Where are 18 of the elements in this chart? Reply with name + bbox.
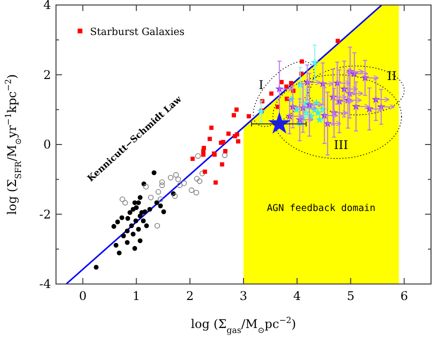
x-tick-label: 3 [240,289,248,303]
y-tick-label: 4 [43,0,52,12]
annotation: I [258,78,264,92]
x-tick-label: 2 [186,289,194,303]
annotation: III [334,138,348,152]
legend-label: Starburst Galaxies [90,27,185,38]
annotation: II [387,68,397,83]
x-tick-label: 6 [400,289,408,303]
x-axis-title: log (Σ$_{gas}$/M$_{⊙}$pc$^{−2}$) [190,315,296,335]
y-tick-label: -4 [39,277,52,291]
y-tick-label: 0 [43,138,51,152]
y-tick-label: 2 [43,68,51,82]
x-tick-label: 5 [346,289,354,303]
x-tick-label: 1 [132,289,140,303]
y-tick-label: -2 [39,207,51,222]
x-tick-label: 4 [293,289,302,303]
x-tick-label: 0 [78,289,87,303]
band-label: AGN feedback domain [266,202,376,214]
